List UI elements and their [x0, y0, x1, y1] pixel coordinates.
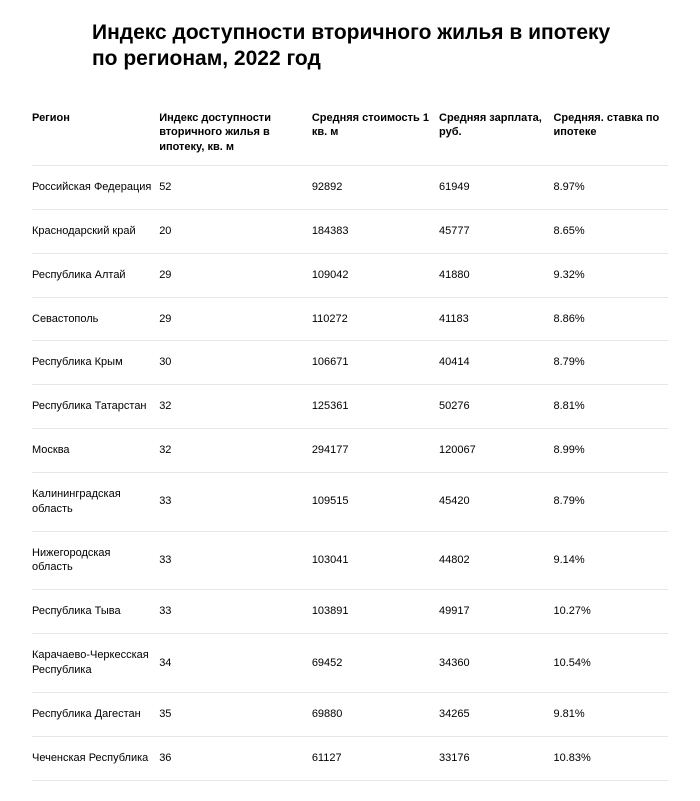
table-cell: 106671 — [312, 341, 439, 385]
table-cell: Нижегородская область — [32, 531, 159, 590]
table-cell: 35 — [159, 692, 312, 736]
table-cell: 44802 — [439, 531, 553, 590]
table-cell: 294177 — [312, 429, 439, 473]
table-cell: 8.65% — [553, 209, 668, 253]
table-cell: Чеченская Республика — [32, 736, 159, 780]
affordability-table: Регион Индекс доступности вторичного жил… — [32, 101, 668, 781]
table-cell: 33 — [159, 472, 312, 531]
table-cell: 103041 — [312, 531, 439, 590]
table-cell: 8.79% — [553, 472, 668, 531]
table-row: Севастополь29110272411838.86% — [32, 297, 668, 341]
table-cell: 9.14% — [553, 531, 668, 590]
table-cell: 29 — [159, 297, 312, 341]
table-cell: Карачаево-Черкесская Республика — [32, 634, 159, 693]
table-cell: 61127 — [312, 736, 439, 780]
table-cell: 34265 — [439, 692, 553, 736]
table-cell: 32 — [159, 385, 312, 429]
col-price: Средняя стоимость 1 кв. м — [312, 101, 439, 166]
table-cell: 41880 — [439, 253, 553, 297]
table-cell: 10.83% — [553, 736, 668, 780]
table-cell: 45777 — [439, 209, 553, 253]
table-row: Чеченская Республика36611273317610.83% — [32, 736, 668, 780]
table-cell: Российская Федерация — [32, 166, 159, 210]
table-cell: 52 — [159, 166, 312, 210]
table-cell: 10.54% — [553, 634, 668, 693]
table-row: Москва322941771200678.99% — [32, 429, 668, 473]
table-cell: 9.32% — [553, 253, 668, 297]
table-cell: 36 — [159, 736, 312, 780]
col-rate: Средняя. ставка по ипотеке — [553, 101, 668, 166]
table-row: Российская Федерация5292892619498.97% — [32, 166, 668, 210]
table-cell: 61949 — [439, 166, 553, 210]
table-cell: 92892 — [312, 166, 439, 210]
table-row: Республика Дагестан3569880342659.81% — [32, 692, 668, 736]
table-cell: 69452 — [312, 634, 439, 693]
table-cell: 30 — [159, 341, 312, 385]
page-title: Индекс доступности вторичного жилья в ип… — [92, 20, 612, 73]
table-row: Республика Крым30106671404148.79% — [32, 341, 668, 385]
col-salary: Средняя зарплата, руб. — [439, 101, 553, 166]
table-cell: 109042 — [312, 253, 439, 297]
table-cell: 125361 — [312, 385, 439, 429]
table-cell: 110272 — [312, 297, 439, 341]
table-cell: 20 — [159, 209, 312, 253]
table-cell: 109515 — [312, 472, 439, 531]
table-row: Карачаево-Черкесская Республика346945234… — [32, 634, 668, 693]
page-container: Индекс доступности вторичного жилья в ип… — [0, 0, 700, 801]
table-cell: 8.86% — [553, 297, 668, 341]
table-row: Республика Алтай29109042418809.32% — [32, 253, 668, 297]
col-region: Регион — [32, 101, 159, 166]
table-cell: Москва — [32, 429, 159, 473]
table-row: Нижегородская область33103041448029.14% — [32, 531, 668, 590]
table-cell: 33176 — [439, 736, 553, 780]
table-cell: Республика Крым — [32, 341, 159, 385]
table-header-row: Регион Индекс доступности вторичного жил… — [32, 101, 668, 166]
table-cell: Республика Алтай — [32, 253, 159, 297]
table-cell: Республика Тыва — [32, 590, 159, 634]
table-cell: 41183 — [439, 297, 553, 341]
table-cell: 8.99% — [553, 429, 668, 473]
table-row: Республика Татарстан32125361502768.81% — [32, 385, 668, 429]
table-cell: 33 — [159, 531, 312, 590]
table-cell: 33 — [159, 590, 312, 634]
table-cell: 69880 — [312, 692, 439, 736]
table-cell: 34 — [159, 634, 312, 693]
table-cell: 8.81% — [553, 385, 668, 429]
table-cell: Севастополь — [32, 297, 159, 341]
table-cell: 184383 — [312, 209, 439, 253]
table-cell: Калининградская область — [32, 472, 159, 531]
table-cell: 120067 — [439, 429, 553, 473]
table-cell: 29 — [159, 253, 312, 297]
table-row: Краснодарский край20184383457778.65% — [32, 209, 668, 253]
table-header: Регион Индекс доступности вторичного жил… — [32, 101, 668, 166]
table-cell: 40414 — [439, 341, 553, 385]
table-cell: Республика Дагестан — [32, 692, 159, 736]
table-row: Республика Тыва331038914991710.27% — [32, 590, 668, 634]
table-cell: 9.81% — [553, 692, 668, 736]
table-cell: 34360 — [439, 634, 553, 693]
table-cell: 8.97% — [553, 166, 668, 210]
col-index: Индекс доступности вторичного жилья в ип… — [159, 101, 312, 166]
table-cell: 10.27% — [553, 590, 668, 634]
table-cell: 45420 — [439, 472, 553, 531]
table-cell: Краснодарский край — [32, 209, 159, 253]
table-cell: 50276 — [439, 385, 553, 429]
table-cell: 8.79% — [553, 341, 668, 385]
table-row: Калининградская область33109515454208.79… — [32, 472, 668, 531]
table-cell: 103891 — [312, 590, 439, 634]
table-cell: Республика Татарстан — [32, 385, 159, 429]
table-cell: 32 — [159, 429, 312, 473]
table-cell: 49917 — [439, 590, 553, 634]
table-body: Российская Федерация5292892619498.97%Кра… — [32, 166, 668, 781]
